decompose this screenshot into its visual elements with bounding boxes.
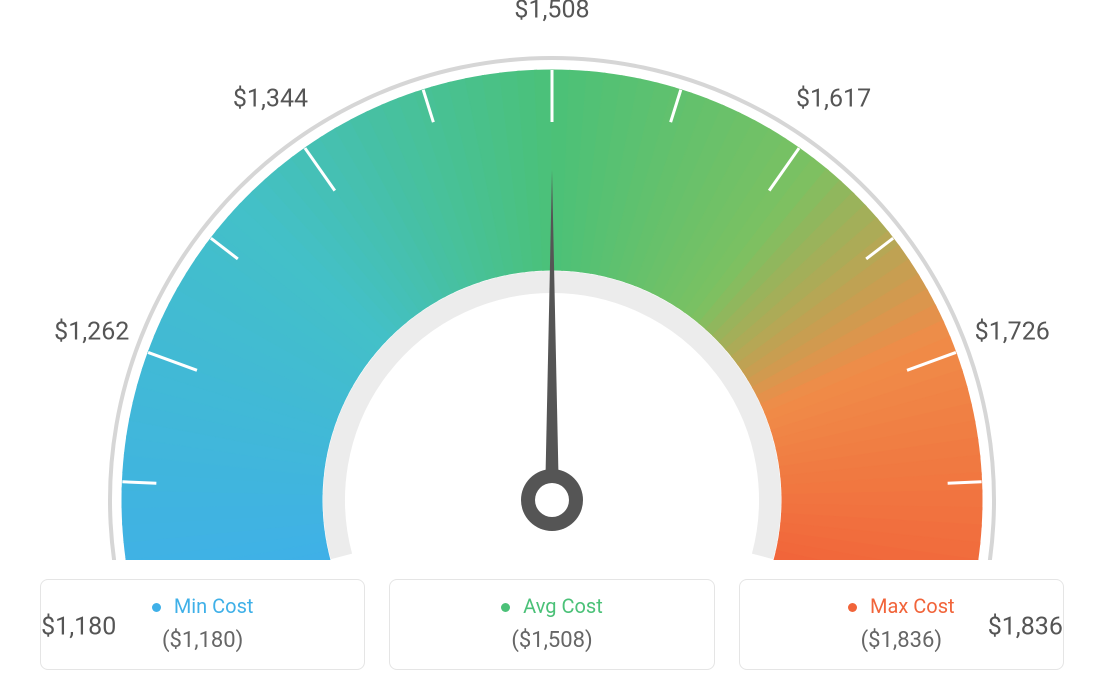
legend-max-value: ($1,836) (750, 628, 1053, 653)
gauge-tick-label: $1,262 (54, 317, 129, 346)
legend-min-label: Min Cost (174, 594, 254, 618)
gauge-svg (0, 0, 1104, 560)
gauge-tick-label: $1,344 (233, 84, 308, 113)
legend-min-title: Min Cost (51, 594, 354, 618)
legend-avg-value: ($1,508) (400, 628, 703, 653)
legend-max-dot (848, 603, 857, 612)
gauge-tick-label: $1,726 (975, 317, 1050, 346)
legend-avg-title: Avg Cost (400, 594, 703, 618)
legend-min-value: ($1,180) (51, 628, 354, 653)
legend-avg-label: Avg Cost (523, 594, 603, 618)
gauge-chart-container: $1,180$1,262$1,344$1,508$1,617$1,726$1,8… (0, 0, 1104, 690)
gauge-area: $1,180$1,262$1,344$1,508$1,617$1,726$1,8… (0, 0, 1104, 550)
gauge-tick-label: $1,617 (796, 84, 871, 113)
legend-min-dot (152, 603, 161, 612)
gauge-tick-label: $1,508 (514, 0, 589, 25)
legend-max-label: Max Cost (870, 594, 955, 618)
legend-avg-dot (501, 603, 510, 612)
legend-avg: Avg Cost ($1,508) (389, 579, 714, 670)
legend-max: Max Cost ($1,836) (739, 579, 1064, 670)
legend-min: Min Cost ($1,180) (40, 579, 365, 670)
legend-row: Min Cost ($1,180) Avg Cost ($1,508) Max … (0, 579, 1104, 670)
legend-max-title: Max Cost (750, 594, 1053, 618)
